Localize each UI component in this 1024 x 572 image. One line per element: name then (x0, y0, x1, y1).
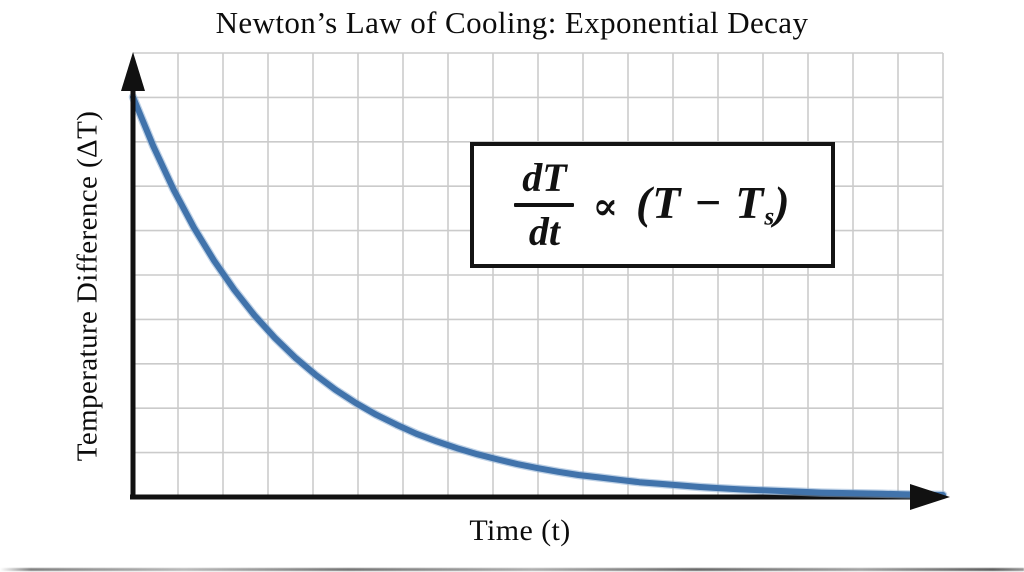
axes-arrows (121, 52, 950, 510)
chart-title: Newton’s Law of Cooling: Exponential Dec… (215, 5, 809, 40)
fraction-numerator: dT (522, 155, 567, 200)
rhs-subscript: s (764, 202, 775, 231)
bottom-edge-artifact (0, 568, 1024, 571)
formula-annotation-box: dT dt ∝ (T − Ts) (470, 142, 835, 268)
fraction-denominator: dt (528, 209, 560, 254)
fraction-bar (514, 203, 575, 207)
decay-curve (128, 92, 948, 500)
rhs-close: ) (774, 177, 791, 229)
rhs-open: (T − T (635, 177, 765, 229)
x-axis-label: Time (t) (469, 514, 571, 547)
proportional-to-symbol: ∝ (592, 186, 618, 228)
derivative-fraction: dT dt (514, 155, 575, 254)
grid-lines (133, 52, 944, 498)
formula-rhs: (T − Ts) (636, 180, 791, 230)
